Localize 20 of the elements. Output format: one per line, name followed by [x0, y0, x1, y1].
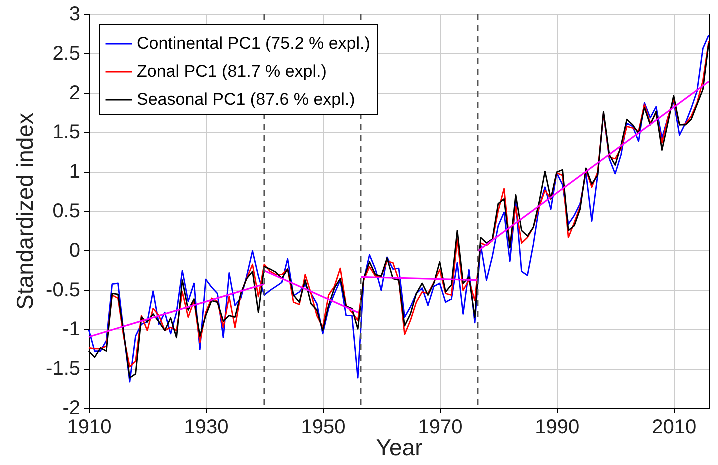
legend-label: Continental PC1 (75.2 % expl.)	[137, 34, 370, 53]
y-tick-label: 0.5	[52, 200, 80, 222]
x-tick-label: 1930	[184, 416, 229, 438]
y-tick-label: 1.5	[52, 122, 80, 144]
y-tick-label: -2	[62, 398, 80, 420]
legend-label: Zonal PC1 (81.7 % expl.)	[137, 62, 327, 81]
y-axis-title: Standardized index	[12, 112, 38, 310]
y-tick-label: -1.5	[46, 358, 80, 380]
x-tick-label: 1950	[301, 416, 346, 438]
x-tick-label: 2010	[652, 416, 697, 438]
x-tick-label: 1990	[535, 416, 580, 438]
x-tick-label: 1910	[67, 416, 112, 438]
y-tick-label: 0	[69, 240, 80, 262]
y-tick-label: 3	[69, 4, 80, 26]
y-tick-label: 2.5	[52, 42, 80, 65]
legend-label: Seasonal PC1 (87.6 % expl.)	[137, 90, 356, 109]
y-tick-label: 1	[69, 161, 80, 184]
y-tick-label: -1	[62, 318, 80, 341]
y-tick-label: 2	[69, 82, 80, 104]
y-tick-label: -0.5	[46, 279, 80, 302]
